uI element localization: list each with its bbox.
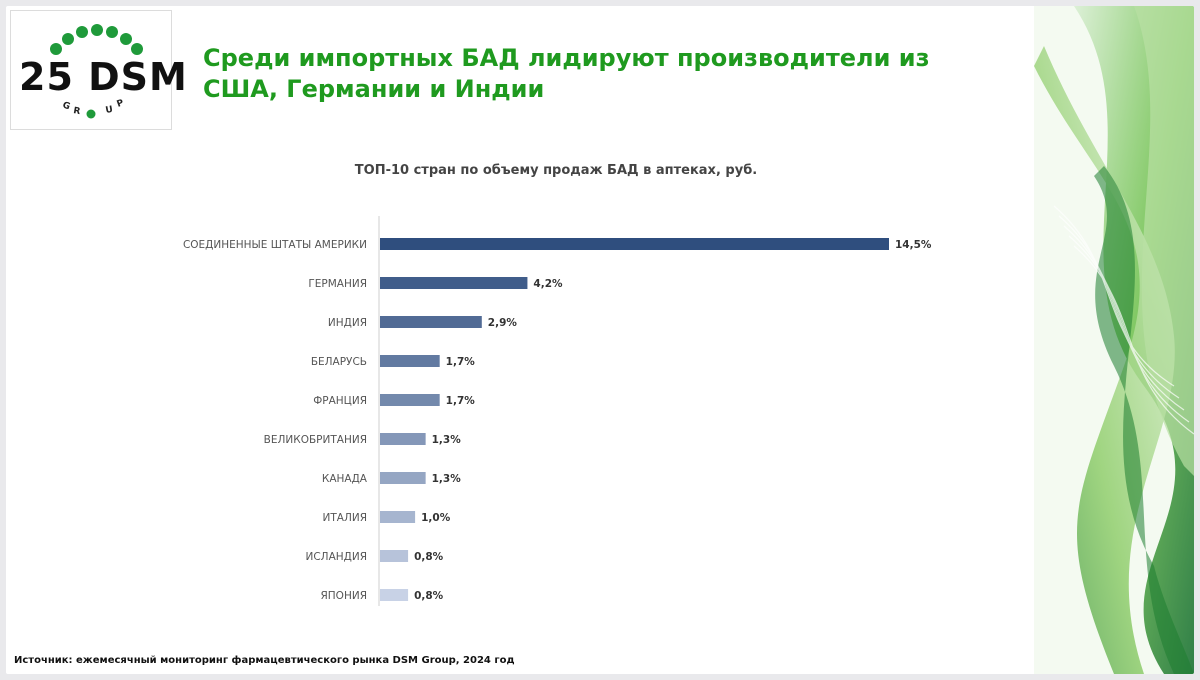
bar	[380, 433, 426, 445]
category-label: ФРАНЦИЯ	[313, 395, 367, 407]
data-label: 1,7%	[446, 395, 476, 407]
bar	[380, 394, 440, 406]
source-note: Источник: ежемесячный мониторинг фармаце…	[14, 655, 515, 666]
bar-chart: СОЕДИНЕННЫЕ ШТАТЫ АМЕРИКИ 14,5% ГЕРМАНИЯ 4,…	[183, 216, 932, 606]
bar	[380, 511, 416, 523]
category-label: ИТАЛИЯ	[323, 512, 368, 524]
logo-text: 25 DSM	[19, 55, 188, 99]
data-label: 1,0%	[421, 512, 451, 524]
data-label: 2,9%	[488, 317, 518, 329]
data-label: 0,8%	[414, 551, 444, 563]
chart-title: ТОП-10 стран по объему продаж БАД в апте…	[354, 163, 758, 178]
data-label: 1,3%	[432, 434, 462, 446]
data-label: 1,7%	[446, 356, 476, 368]
data-label: 4,2%	[533, 278, 563, 290]
bar	[380, 472, 426, 484]
logo-dots-graphic: G R U P	[50, 24, 143, 119]
bar	[380, 550, 409, 562]
data-label: 14,5%	[895, 239, 932, 251]
category-label: ЯПОНИЯ	[320, 590, 367, 602]
svg-text:G: G	[61, 100, 71, 112]
green-ribbon-decoration	[1034, 6, 1194, 674]
bar	[380, 277, 528, 289]
svg-text:P: P	[116, 98, 126, 110]
category-label: КАНАДА	[322, 473, 368, 485]
slide-title: Среди импортных БАД лидируют производите…	[203, 44, 930, 103]
category-label: СОЕДИНЕННЫЕ ШТАТЫ АМЕРИКИ	[183, 239, 367, 251]
data-label: 1,3%	[432, 473, 462, 485]
category-label: ВЕЛИКОБРИТАНИЯ	[264, 434, 367, 446]
bar	[380, 238, 889, 250]
category-label: ИНДИЯ	[328, 317, 367, 329]
category-label: ГЕРМАНИЯ	[308, 278, 367, 290]
category-label: ИСЛАНДИЯ	[305, 551, 367, 563]
slide: G R U P 25 DSM Среди импортных БАД лидир…	[6, 6, 1194, 674]
category-label: БЕЛАРУСЬ	[311, 356, 367, 368]
bar	[380, 589, 409, 601]
svg-text:R: R	[72, 106, 81, 117]
data-label: 0,8%	[414, 590, 444, 602]
dsm-group-logo: G R U P 25 DSM	[10, 10, 187, 130]
bar	[380, 355, 440, 367]
svg-text:U: U	[105, 105, 114, 116]
bar	[380, 316, 482, 328]
